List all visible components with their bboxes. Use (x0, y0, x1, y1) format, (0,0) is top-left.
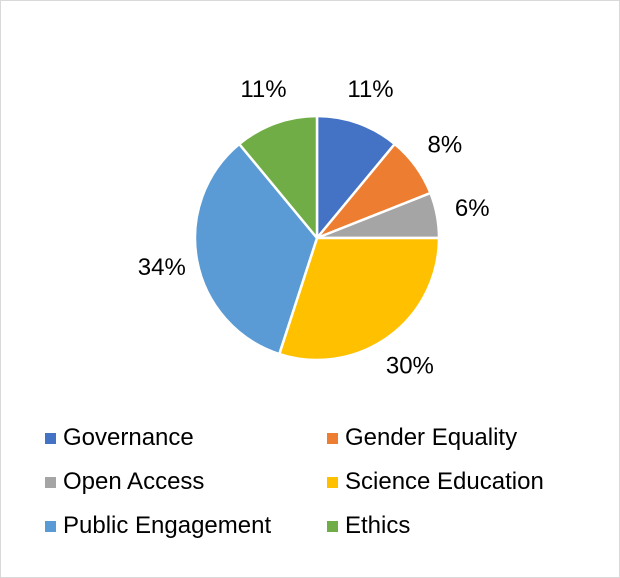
legend-item-gender-equality: Gender Equality (327, 423, 587, 453)
data-label-public-engagement: 34% (138, 254, 186, 281)
legend-item-public-engagement: Public Engagement (45, 511, 327, 541)
pie-slice-ethics (237, 114, 319, 240)
legend-swatch-gender-equality (327, 432, 338, 444)
data-label-open-access: 6% (455, 195, 490, 222)
pie-slices (193, 114, 441, 362)
legend-label-open-access: Open Access (63, 468, 205, 495)
pie-data-labels: 11% 8% 6% 30% 34% 11% (138, 76, 490, 379)
legend-label-public-engagement: Public Engagement (63, 512, 272, 539)
legend-label-governance: Governance (63, 424, 194, 451)
data-label-ethics: 11% (240, 76, 286, 103)
legend-label-science-education: Science Education (345, 468, 544, 495)
pie-slice-science-education (278, 236, 441, 362)
legend-swatch-open-access (45, 476, 56, 488)
legend-item-science-education: Science Education (327, 467, 587, 497)
legend-swatch-ethics (327, 520, 338, 532)
legend-swatch-governance (45, 432, 56, 444)
legend-item-ethics: Ethics (327, 511, 587, 541)
data-label-science-education: 30% (386, 352, 434, 379)
pie-slice-public-engagement (193, 142, 319, 356)
legend-item-open-access: Open Access (45, 467, 327, 497)
legend: Governance Gender Equality Open Access S… (45, 423, 587, 541)
legend-label-gender-equality: Gender Equality (345, 424, 518, 451)
data-label-gender-equality: 8% (427, 132, 462, 159)
legend-label-ethics: Ethics (345, 512, 411, 539)
legend-item-governance: Governance (45, 423, 327, 453)
pie-slice-governance (315, 114, 397, 240)
pie-chart: 11% 8% 6% 30% 34% 11% (138, 76, 490, 379)
data-label-governance: 11% (347, 76, 393, 103)
legend-swatch-science-education (327, 476, 338, 488)
legend-swatch-public-engagement (45, 520, 56, 532)
